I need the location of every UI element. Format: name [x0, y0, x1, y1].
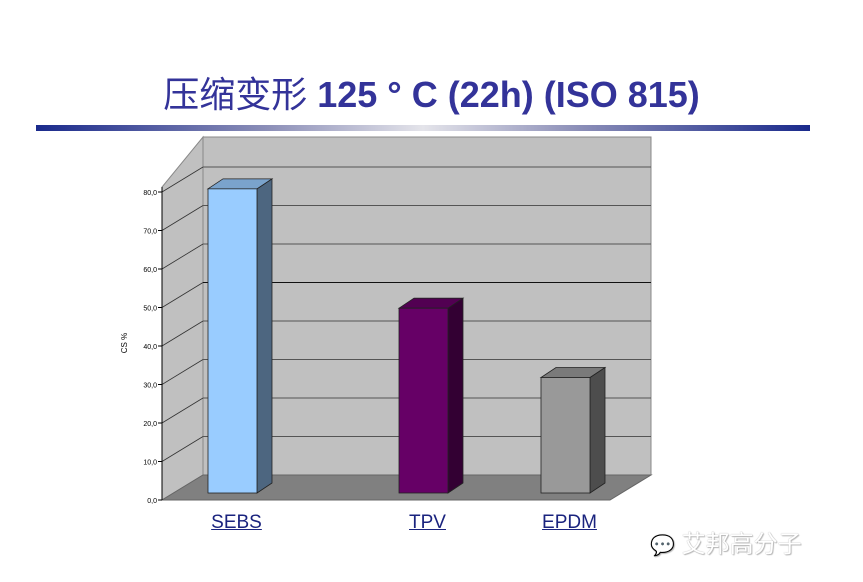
gridline-side — [161, 166, 204, 193]
gridline-side — [161, 359, 204, 385]
gridline-side — [161, 205, 204, 231]
bar-tpv — [398, 307, 449, 494]
bar-side-tpv — [447, 297, 464, 494]
y-tick-label: 70,0 — [143, 229, 157, 236]
x-category-label[interactable]: EPDM — [542, 512, 597, 533]
y-tick-label: 50,0 — [143, 306, 157, 313]
gridline-side — [161, 397, 204, 424]
watermark: 💬 艾邦高分子 — [650, 524, 802, 559]
bar-side-sebs — [256, 178, 273, 494]
gridline-side — [161, 243, 204, 270]
y-tick-label: 20,0 — [143, 421, 157, 428]
y-axis-label: CS % — [120, 333, 129, 353]
y-tick-label: 10,0 — [143, 460, 157, 467]
x-category-label[interactable]: TPV — [409, 512, 446, 533]
wechat-icon: 💬 — [650, 535, 675, 557]
page-title: 压缩变形 125 ° C (22h) (ISO 815) — [0, 66, 863, 118]
y-tick-label: 80,0 — [143, 190, 157, 197]
gridline-side — [161, 320, 204, 347]
title-detail: 125 ° C (22h) (ISO 815) — [307, 74, 700, 115]
title-divider — [36, 125, 810, 131]
y-tick-label: 30,0 — [143, 383, 157, 390]
bar-sebs — [207, 188, 258, 494]
x-category-label[interactable]: SEBS — [211, 512, 262, 533]
bar-epdm — [540, 377, 591, 494]
y-tick-label: 40,0 — [143, 344, 157, 351]
watermark-text: 艾邦高分子 — [681, 531, 802, 558]
y-tick-label: 60,0 — [143, 267, 157, 274]
side-wall — [161, 135, 204, 501]
gridline-side — [161, 282, 204, 308]
title-chinese: 压缩变形 — [163, 74, 308, 115]
y-tick-label: 0,0 — [147, 498, 157, 505]
gridline-side — [161, 436, 204, 462]
bar-side-epdm — [589, 366, 606, 494]
